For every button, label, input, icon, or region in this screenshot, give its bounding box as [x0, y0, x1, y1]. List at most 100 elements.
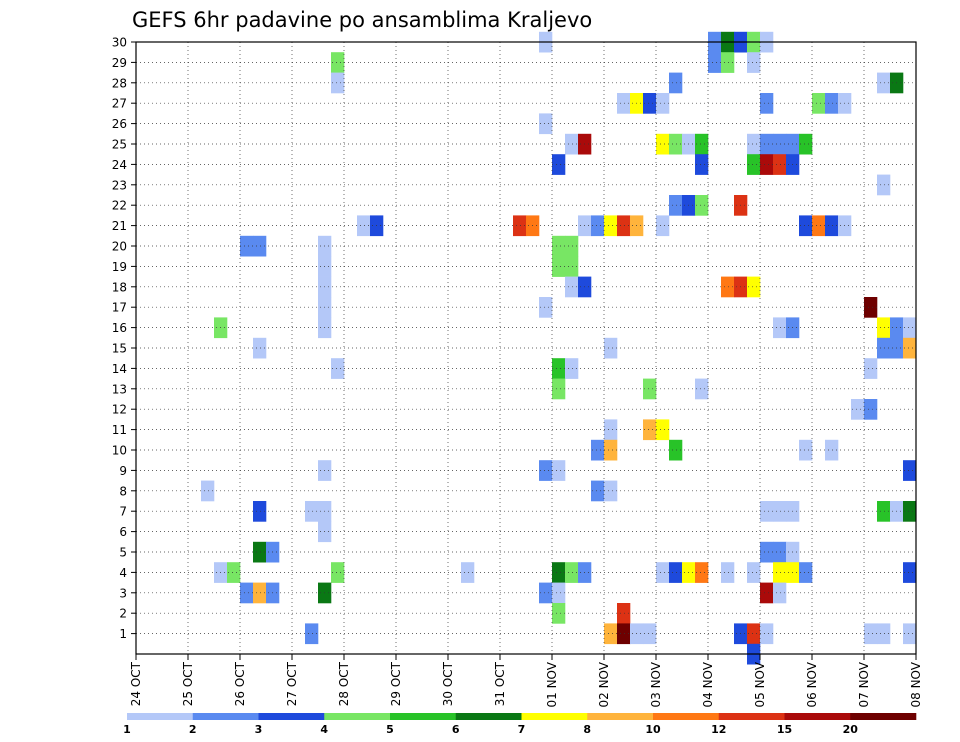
- colorbar-label: 8: [583, 723, 591, 736]
- colorbar-swatch: [784, 713, 851, 720]
- colorbar-label: 7: [518, 723, 526, 736]
- heatmap-cell: [656, 133, 670, 155]
- heatmap-cell: [812, 93, 826, 114]
- x-tick-label: 30 OCT: [441, 661, 455, 706]
- heatmap-cell: [461, 562, 475, 583]
- colorbar-label: 12: [711, 723, 726, 736]
- y-tick-label: 11: [112, 423, 127, 437]
- heatmap-cell: [552, 235, 566, 257]
- heatmap-cell: [539, 582, 553, 604]
- heatmap-cell: [747, 133, 761, 155]
- heatmap-cell: [747, 154, 761, 175]
- heatmap-cell: [864, 399, 878, 420]
- heatmap-cell: [552, 460, 566, 481]
- heatmap-cell: [357, 215, 371, 237]
- heatmap-cell: [565, 358, 579, 379]
- heatmap-cell: [565, 235, 579, 257]
- y-tick-label: 25: [112, 138, 127, 152]
- heatmap-cell: [903, 460, 917, 481]
- heatmap-cell: [903, 317, 917, 339]
- y-tick-label: 17: [112, 301, 127, 315]
- colorbar-swatch: [455, 713, 522, 720]
- heatmap-cell: [513, 215, 527, 237]
- heatmap-cell: [877, 72, 891, 94]
- heatmap-cell: [864, 358, 878, 379]
- heatmap-cell: [565, 133, 579, 155]
- heatmap-cell: [617, 623, 631, 645]
- heatmap-cell: [877, 317, 891, 339]
- colorbar-label: 15: [777, 723, 792, 736]
- y-tick-label: 19: [112, 260, 127, 274]
- heatmap-cell: [747, 52, 761, 73]
- colorbar-swatch: [258, 713, 325, 720]
- heatmap-cell: [240, 235, 254, 257]
- colorbar-label: 20: [843, 723, 859, 736]
- heatmap-cell: [253, 235, 267, 257]
- x-tick-label: 26 OCT: [233, 661, 247, 706]
- x-tick-label: 27 OCT: [285, 661, 299, 706]
- heatmap-cell: [812, 215, 826, 237]
- y-tick-label: 16: [112, 321, 127, 335]
- y-tick-label: 8: [119, 484, 127, 498]
- y-tick-label: 4: [119, 566, 127, 580]
- y-tick-label: 23: [112, 178, 127, 192]
- heatmap-cell: [760, 133, 774, 155]
- heatmap-cell: [656, 419, 670, 441]
- y-tick-label: 15: [112, 342, 127, 356]
- heatmap-cell: [552, 582, 566, 604]
- heatmap-cell: [773, 562, 787, 583]
- heatmap-cell: [604, 215, 618, 237]
- heatmap-cell: [877, 623, 891, 645]
- colorbar-swatch: [587, 713, 654, 720]
- colorbar: 1 2 3 4 5 6 7 8 10 12 15 20: [123, 713, 917, 736]
- heatmap-cell: [227, 562, 241, 583]
- colorbar-label: 3: [255, 723, 263, 736]
- heatmap-cell: [643, 378, 657, 400]
- heatmap-cell: [331, 52, 345, 73]
- heatmap-cell: [669, 72, 683, 94]
- heatmap-cell: [656, 93, 670, 114]
- x-tick-label: 06 NOV: [805, 661, 819, 707]
- heatmap-cell: [877, 501, 891, 522]
- heatmap-cell: [201, 480, 215, 502]
- heatmap-cell: [877, 174, 891, 196]
- heatmap-cell: [760, 501, 774, 522]
- heatmap-cell: [799, 133, 813, 155]
- heatmap-cell: [695, 133, 709, 155]
- y-tick-label: 12: [112, 403, 127, 417]
- x-tick-label: 01 NOV: [545, 661, 559, 707]
- heatmap-cell: [539, 297, 553, 318]
- heatmap-cell: [253, 501, 267, 522]
- heatmap-cell: [604, 419, 618, 441]
- x-tick-label: 24 OCT: [129, 661, 143, 706]
- heatmap-cell: [552, 256, 566, 277]
- heatmap-cell: [604, 623, 618, 645]
- heatmap-cell: [903, 501, 917, 522]
- x-axis-ticks: 24 OCT 25 OCT 26 OCT 27 OCT 28 OCT 29 OCT 30 O…: [129, 654, 923, 708]
- x-tick-label: 03 NOV: [649, 661, 663, 707]
- y-axis-ticks: 1234567891011121314151617181920212223242…: [112, 36, 136, 641]
- colorbar-swatch: [718, 713, 785, 720]
- heatmap-cell: [825, 215, 839, 237]
- heatmap-cell: [240, 582, 254, 604]
- y-tick-label: 2: [119, 607, 127, 621]
- colorbar-label: 4: [320, 723, 328, 736]
- heatmap-cell: [773, 582, 787, 604]
- colorbar-swatch: [192, 713, 259, 720]
- heatmap-cell: [643, 623, 657, 645]
- y-tick-label: 6: [119, 525, 127, 539]
- y-tick-label: 30: [112, 36, 127, 50]
- heatmap-cell: [591, 215, 605, 237]
- heatmap-cell: [331, 72, 345, 94]
- x-tick-label: 08 NOV: [909, 661, 923, 707]
- heatmap-cells: [201, 31, 917, 665]
- heatmap-cell: [760, 154, 774, 175]
- heatmap-cell: [851, 399, 865, 420]
- heatmap-cell: [604, 439, 618, 461]
- heatmap-cell: [331, 358, 345, 379]
- y-tick-label: 28: [112, 76, 127, 90]
- y-tick-label: 1: [119, 627, 127, 641]
- y-tick-label: 20: [112, 240, 127, 254]
- heatmap-cell: [643, 419, 657, 441]
- colorbar-swatch: [390, 713, 457, 720]
